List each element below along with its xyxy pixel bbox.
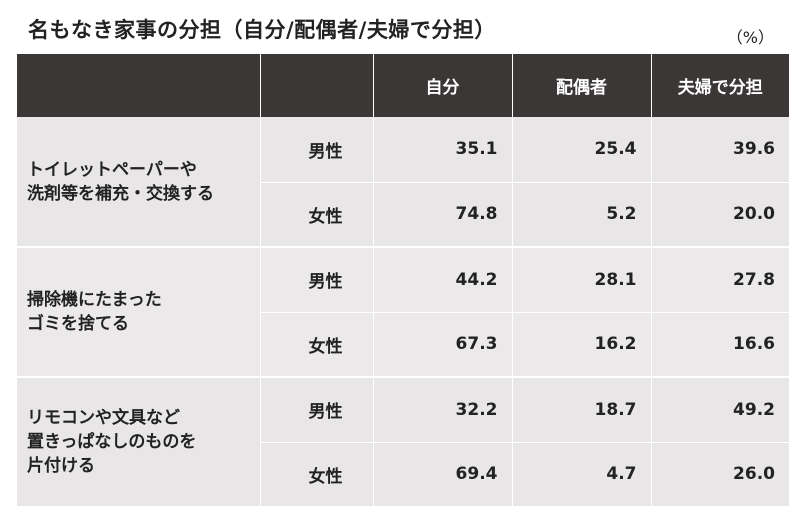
gender-cell: 男性 xyxy=(260,117,374,183)
self-value: 74.8 xyxy=(373,182,513,248)
shared-value: 16.6 xyxy=(651,312,789,378)
chore-share-table: 自分 配偶者 夫婦で分担 トイレットペーパーや 洗剤等を補充・交換する 男性 3… xyxy=(17,54,789,508)
gender-cell: 女性 xyxy=(260,442,374,508)
task-label-line: 洗剤等を補充・交換する xyxy=(27,183,214,204)
shared-value: 27.8 xyxy=(651,247,789,313)
task-label-line: リモコンや文具など xyxy=(27,408,180,428)
gender-cell: 男性 xyxy=(260,377,374,443)
header-spouse: 配偶者 xyxy=(512,54,652,117)
task-label-line: ゴミを捨てる xyxy=(27,314,129,334)
header-gender xyxy=(260,54,374,117)
table-row: 女性 69.4 4.7 26.0 xyxy=(17,442,789,508)
page-title: 名もなき家事の分担（自分/配偶者/夫婦で分担） xyxy=(28,18,496,42)
table-header-row: 自分 配偶者 夫婦で分担 xyxy=(17,54,789,117)
header-shared: 夫婦で分担 xyxy=(651,54,789,117)
shared-value: 39.6 xyxy=(651,117,789,183)
self-value: 67.3 xyxy=(373,312,513,378)
self-value: 69.4 xyxy=(373,442,513,508)
gender-cell: 女性 xyxy=(260,312,374,378)
header-self: 自分 xyxy=(373,54,513,117)
task-label: トイレットペーパーや 洗剤等を補充・交換する xyxy=(17,117,261,248)
table-row: 女性 74.8 5.2 20.0 xyxy=(17,182,789,248)
table-row: 女性 67.3 16.2 16.6 xyxy=(17,312,789,378)
task-label-line: 片付ける xyxy=(27,456,95,476)
table-row: 掃除機にたまった ゴミを捨てる 男性 44.2 28.1 27.8 xyxy=(17,247,789,378)
self-value: 35.1 xyxy=(373,117,513,183)
gender-cell: 男性 xyxy=(260,247,374,313)
spouse-value: 5.2 xyxy=(512,182,652,248)
gender-cell: 女性 xyxy=(260,182,374,248)
task-label-line: トイレットペーパーや xyxy=(27,159,197,180)
header-task xyxy=(17,54,261,117)
task-label-line: 掃除機にたまった xyxy=(27,290,162,310)
table-row: リモコンや文具など 置きっぱなしのものを 片付ける 男性 32.2 18.7 4… xyxy=(17,377,789,508)
spouse-value: 16.2 xyxy=(512,312,652,378)
table-row: トイレットペーパーや 洗剤等を補充・交換する 男性 35.1 25.4 39.6 xyxy=(17,117,789,248)
spouse-value: 25.4 xyxy=(512,117,652,183)
task-label: 掃除機にたまった ゴミを捨てる xyxy=(17,247,261,378)
unit-label: （%） xyxy=(726,28,774,47)
spouse-value: 18.7 xyxy=(512,377,652,443)
shared-value: 26.0 xyxy=(651,442,789,508)
spouse-value: 4.7 xyxy=(512,442,652,508)
shared-value: 20.0 xyxy=(651,182,789,248)
task-label: リモコンや文具など 置きっぱなしのものを 片付ける xyxy=(17,377,261,508)
shared-value: 49.2 xyxy=(651,377,789,443)
task-label-line: 置きっぱなしのものを xyxy=(27,432,197,452)
spouse-value: 28.1 xyxy=(512,247,652,313)
self-value: 32.2 xyxy=(373,377,513,443)
self-value: 44.2 xyxy=(373,247,513,313)
